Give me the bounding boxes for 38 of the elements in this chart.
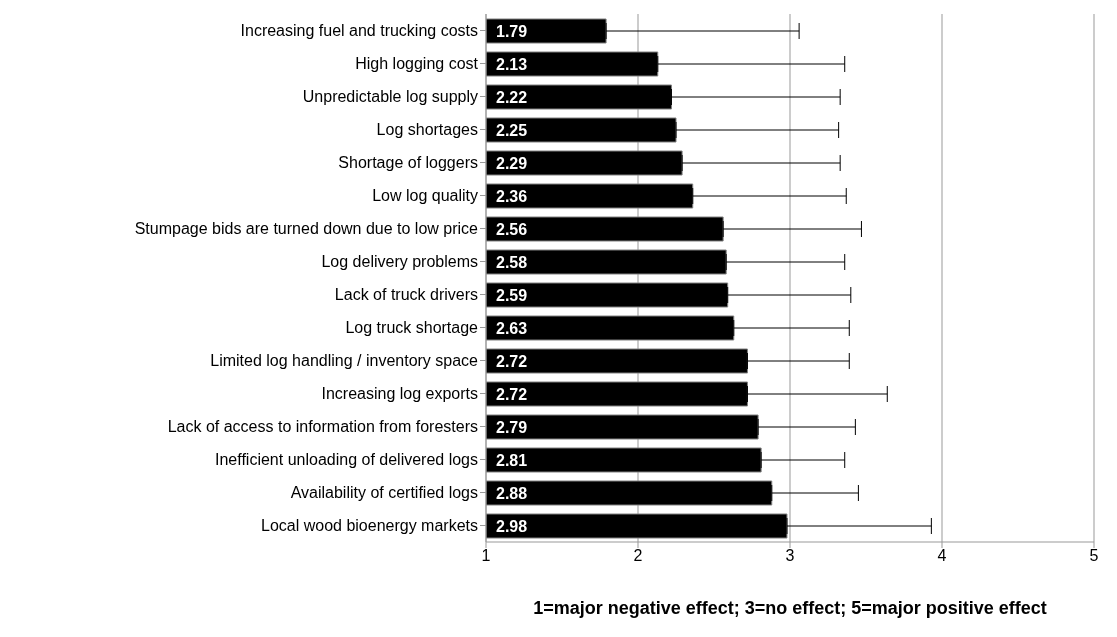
data-label: 2.63 <box>496 319 528 337</box>
y-tick-label: Limited log handling / inventory space <box>210 352 479 370</box>
data-label: 2.88 <box>496 484 528 502</box>
y-tick-label: Unpredictable log supply <box>302 88 478 106</box>
y-tick-label: Log truck shortage <box>345 319 479 337</box>
data-label: 2.79 <box>496 418 528 436</box>
data-label: 1.79 <box>496 22 528 40</box>
data-label: 2.29 <box>496 154 528 172</box>
y-tick-label: Lack of truck drivers <box>334 286 478 304</box>
x-tick-label: 3 <box>785 547 795 565</box>
x-tick-label: 4 <box>937 547 947 565</box>
y-tick-label: Low log quality <box>372 187 478 205</box>
y-tick-label: Log shortages <box>376 121 478 139</box>
data-label: 2.72 <box>496 385 528 403</box>
data-label: 2.56 <box>496 220 528 238</box>
data-label: 2.98 <box>496 517 528 535</box>
x-axis-title: 1=major negative effect; 3=no effect; 5=major positive effect <box>533 598 1047 618</box>
y-tick-label: High logging cost <box>355 55 479 73</box>
y-tick-label: Shortage of loggers <box>338 154 478 172</box>
y-tick-label: Increasing fuel and trucking costs <box>240 22 478 40</box>
data-label: 2.22 <box>496 88 528 106</box>
data-label: 2.59 <box>496 286 528 304</box>
y-tick-label: Log delivery problems <box>321 253 478 271</box>
x-tick-label: 5 <box>1089 547 1099 565</box>
x-tick-label: 1 <box>481 547 491 565</box>
data-label: 2.58 <box>496 253 528 271</box>
data-label: 2.36 <box>496 187 528 205</box>
data-label: 2.13 <box>496 55 528 73</box>
y-tick-label: Lack of access to information from foresters <box>167 418 478 436</box>
data-label: 2.72 <box>496 352 528 370</box>
y-tick-label: Inefficient unloading of delivered logs <box>215 451 478 469</box>
data-label: 2.25 <box>496 121 528 139</box>
y-tick-label: Stumpage bids are turned down due to low price <box>134 220 479 238</box>
x-tick-label: 2 <box>633 547 643 565</box>
y-tick-label: Increasing log exports <box>321 385 478 403</box>
data-label: 2.81 <box>496 451 528 469</box>
y-tick-label: Local wood bioenergy markets <box>260 517 478 535</box>
y-tick-label: Availability of certified logs <box>290 484 478 502</box>
